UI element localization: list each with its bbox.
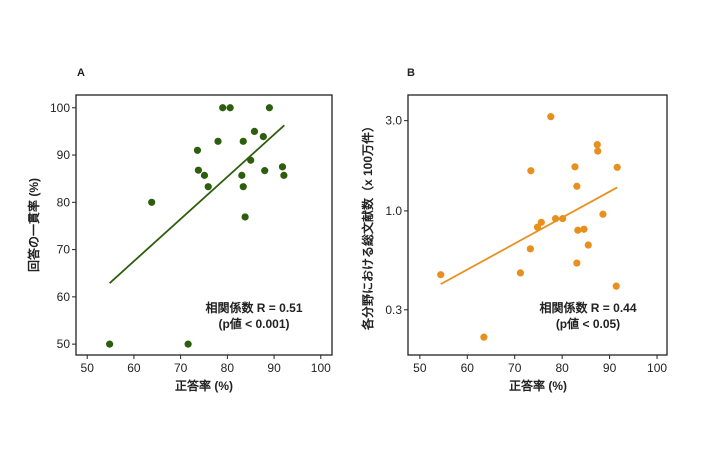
data-point (280, 171, 288, 179)
data-point (613, 163, 621, 171)
x-tick-label: 50 (413, 361, 427, 375)
x-tick-label: 100 (647, 361, 667, 375)
y-tick-label: 80 (57, 195, 71, 209)
data-point (184, 340, 192, 348)
panel-a: A 正答率 (%) 回答の一貫率 (%) 相関係数 R = 0.51 (p値 <… (26, 67, 333, 393)
data-point (148, 198, 156, 206)
annotation-p-a: (p値 < 0.001) (218, 316, 289, 331)
data-point (573, 182, 581, 190)
y-tick-label: 90 (57, 148, 71, 162)
data-point (106, 340, 114, 348)
y-tick-label: 3.0 (385, 114, 402, 128)
data-point (241, 213, 249, 221)
x-tick-label: 60 (127, 361, 141, 375)
data-point (261, 167, 269, 175)
x-tick-label: 70 (508, 361, 522, 375)
annotation-p-b: (p値 < 0.05) (556, 316, 620, 331)
data-point (599, 210, 607, 218)
trend-line (109, 124, 285, 284)
plot-frame (75, 94, 333, 356)
panel-label-b: B (407, 67, 415, 79)
data-point (214, 137, 222, 145)
y-axis-title-b: 各分野における総文献数（x 100万件） (360, 120, 375, 331)
x-tick-label: 80 (555, 361, 569, 375)
data-point (571, 163, 579, 171)
data-point (247, 156, 255, 164)
data-point (480, 333, 488, 341)
x-tick-label: 50 (81, 361, 95, 375)
y-tick-label: 50 (57, 337, 71, 351)
y-tick-label: 60 (57, 290, 71, 304)
y-axis-title-a: 回答の一貫率 (%) (26, 178, 41, 272)
x-axis-title-a: 正答率 (%) (175, 378, 233, 393)
data-point (437, 271, 445, 279)
annotation-r-b: 相関係数 R = 0.44 (539, 300, 636, 315)
data-point (559, 215, 567, 223)
trend-line (440, 186, 618, 285)
data-point (527, 167, 535, 175)
data-point (533, 223, 542, 231)
x-axis-title-b: 正答率 (%) (509, 378, 567, 393)
data-point (219, 104, 227, 112)
data-point (226, 104, 234, 112)
data-point (259, 133, 267, 141)
data-point (584, 241, 592, 249)
annotation-r-a: 相関係数 R = 0.51 (205, 300, 302, 315)
panel-b: B 正答率 (%) 各分野における総文献数（x 100万件） 相関係数 R = … (360, 67, 668, 393)
data-point (537, 218, 545, 226)
x-tick-label: 90 (267, 361, 281, 375)
x-tick-label: 70 (174, 361, 188, 375)
data-point (239, 183, 247, 191)
data-point (278, 163, 287, 171)
x-tick-label: 80 (221, 361, 235, 375)
y-tick-label: 0.3 (385, 303, 402, 317)
y-tick-label: 70 (57, 243, 71, 257)
x-tick-label: 100 (311, 361, 331, 375)
data-point (204, 183, 212, 191)
data-point (593, 141, 601, 149)
data-point (574, 226, 582, 234)
plot-frame (407, 94, 668, 356)
data-point (551, 215, 560, 223)
x-tick-label: 90 (603, 361, 617, 375)
data-point (239, 137, 247, 145)
y-tick-label: 1.0 (385, 204, 402, 218)
data-point (594, 147, 602, 155)
data-point (526, 245, 534, 253)
data-point (200, 171, 209, 179)
data-point (250, 127, 259, 135)
data-point (193, 146, 202, 154)
y-tick-label: 100 (50, 101, 70, 115)
x-tick-label: 60 (461, 361, 475, 375)
panel-label-a: A (77, 67, 85, 79)
data-point (194, 166, 202, 174)
data-point (265, 104, 274, 112)
data-point (612, 282, 620, 290)
data-point (238, 171, 246, 179)
data-point (516, 269, 525, 277)
data-point (547, 113, 555, 121)
data-point (573, 259, 581, 267)
data-point (580, 225, 588, 233)
